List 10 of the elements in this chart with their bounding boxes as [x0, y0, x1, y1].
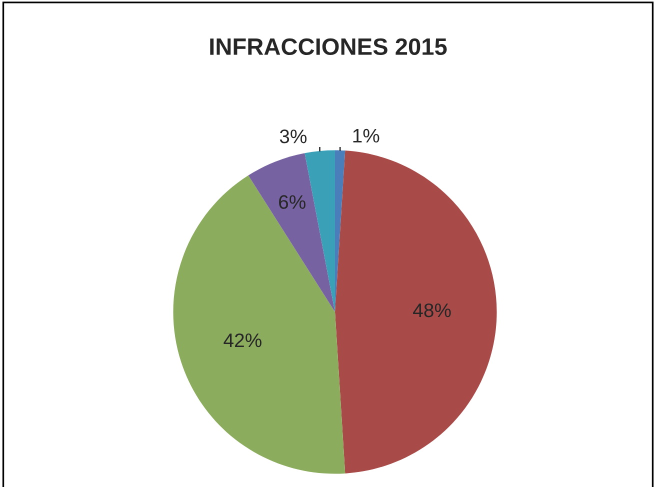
data-label: 48%: [413, 303, 451, 318]
data-label: 6%: [279, 195, 306, 209]
pie-slice: [248, 153, 335, 312]
data-label: 42%: [224, 333, 262, 348]
pie-slice: [335, 150, 497, 474]
pie-slice: [173, 175, 346, 474]
data-label: 3%: [280, 130, 307, 144]
chart-title: INFRACCIONES 2015: [210, 38, 447, 56]
pie-slice: [304, 150, 335, 312]
data-label: 1%: [353, 128, 380, 143]
